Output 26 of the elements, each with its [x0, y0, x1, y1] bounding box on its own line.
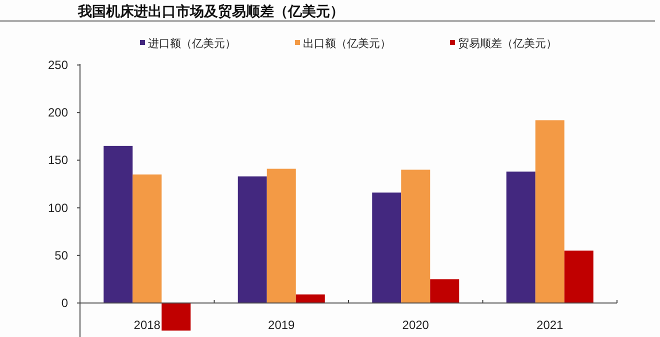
legend-label: 出口额（亿美元）: [303, 37, 391, 50]
x-tick-label: 2021: [536, 318, 564, 332]
bar: [104, 146, 133, 303]
y-tick-label: 100: [48, 200, 68, 215]
y-tick-label: 0: [61, 296, 68, 310]
bar: [238, 176, 267, 303]
y-tick-label: 150: [48, 153, 68, 168]
bar: [506, 172, 536, 303]
y-tick-label: 200: [48, 106, 68, 120]
bar: [266, 168, 296, 303]
legend-label: 贸易顺差（亿美元）: [458, 37, 557, 50]
bar: [162, 303, 191, 331]
bar: [401, 170, 430, 303]
y-tick-label: 250: [48, 58, 68, 72]
x-tick-label: 2019: [268, 318, 296, 332]
bar: [296, 294, 325, 303]
bar: [535, 120, 564, 303]
x-tick-label: 2020: [402, 318, 430, 332]
bar: [132, 174, 162, 303]
legend-label: 进口额（亿美元）: [148, 37, 236, 50]
bar: [430, 279, 460, 303]
bar: [372, 192, 402, 303]
chart-title: 我国机床进出口市场及贸易顺差（亿美元）: [77, 3, 344, 20]
x-tick-label: 2018: [134, 318, 161, 332]
y-tick-label: 50: [54, 248, 68, 262]
bar: [564, 250, 594, 303]
